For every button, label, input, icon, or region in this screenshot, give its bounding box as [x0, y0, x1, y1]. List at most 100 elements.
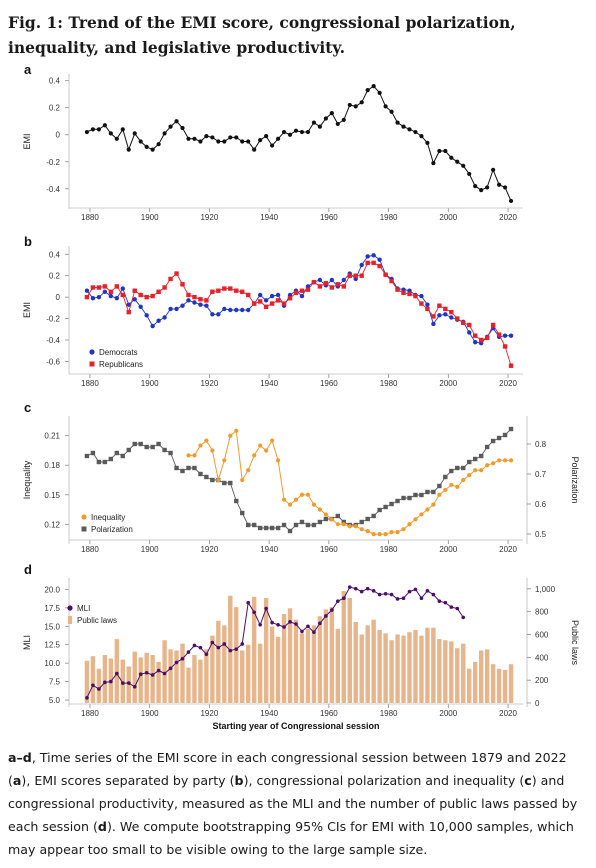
mli-point	[162, 671, 167, 676]
emi-point	[467, 171, 472, 177]
public-laws-bar	[222, 625, 227, 703]
public-laws-bar	[246, 644, 251, 703]
republicans-point	[84, 294, 90, 300]
polarization-point	[275, 525, 281, 531]
inequality-point	[264, 448, 269, 453]
polarization-point	[508, 426, 514, 432]
democrats-point	[228, 307, 233, 313]
inequality-point	[407, 522, 412, 527]
mli-point	[204, 652, 209, 657]
democrats-point	[222, 306, 227, 312]
public-laws-bar	[299, 633, 305, 703]
public-laws-bar	[425, 627, 430, 703]
mli-point	[276, 622, 280, 627]
mli-point	[270, 620, 274, 625]
emi-point	[162, 131, 167, 136]
republicans-point	[395, 287, 400, 292]
figure-caption: a–d, Time series of the EMI score in eac…	[8, 746, 590, 861]
public-laws-bar	[431, 627, 436, 703]
public-laws-bar	[263, 597, 269, 703]
polarization-point	[138, 441, 143, 447]
inequality-point	[395, 530, 400, 535]
polarization-point	[192, 465, 197, 471]
mli-point	[210, 640, 215, 645]
mli-point	[401, 596, 406, 601]
republicans-point	[413, 293, 418, 299]
mli-point	[359, 589, 364, 594]
y-tick-label: 15.0	[44, 622, 60, 631]
mli-point	[425, 589, 430, 593]
emi-point	[168, 124, 173, 129]
democrats-point	[359, 262, 364, 268]
democrats-point	[210, 312, 215, 317]
y2-tick-label: 1,000	[535, 585, 556, 594]
emi-point	[425, 140, 430, 145]
polarization-point	[490, 438, 496, 444]
x-tick-label: 2000	[439, 379, 457, 388]
democrats-point	[240, 307, 245, 313]
polarization-point	[198, 471, 203, 477]
republicans-point	[222, 286, 227, 291]
inequality-point	[216, 477, 221, 483]
mli-point	[258, 622, 262, 627]
y-tick-label: -0.2	[46, 158, 60, 167]
inequality-point	[371, 531, 376, 537]
polarization-point	[431, 489, 436, 495]
emi-point	[365, 88, 370, 93]
republicans-point	[287, 296, 293, 301]
public-laws-bar	[311, 625, 317, 703]
caption-panel-b-ref: b	[234, 773, 244, 788]
republicans-point	[180, 282, 185, 287]
emi-point	[252, 147, 257, 152]
polarization-point	[389, 501, 394, 507]
polarization-point	[180, 468, 185, 474]
public-laws-bar	[150, 655, 155, 703]
y2-tick-label: 0	[535, 699, 540, 708]
polarization-point	[126, 447, 131, 453]
democrats-point	[192, 300, 197, 305]
emi-point	[341, 117, 346, 122]
polarization-point	[222, 480, 227, 486]
public-laws-bar	[234, 607, 239, 703]
caption-text-1: , Time series of the EMI score in each c…	[8, 750, 567, 788]
mli-point	[156, 668, 161, 673]
democrats-point	[467, 330, 472, 335]
y2-tick-label: 0.5	[535, 530, 547, 539]
emi-point	[287, 132, 293, 137]
polarization-point	[293, 522, 299, 528]
polarization-point	[210, 477, 215, 483]
republicans-point	[251, 301, 257, 306]
x-tick-label: 2000	[439, 709, 457, 718]
polarization-point	[484, 444, 490, 450]
emi-point	[138, 139, 143, 144]
x-tick-label: 1920	[200, 213, 218, 222]
mli-point	[186, 650, 191, 654]
polarization-point	[174, 465, 179, 471]
inequality-point	[502, 458, 508, 463]
democrats-point	[425, 302, 430, 307]
republicans-point	[108, 289, 114, 294]
democrats-point	[269, 293, 275, 299]
public-laws-bar	[395, 634, 400, 703]
republicans-point	[401, 290, 406, 296]
republicans-point	[317, 284, 323, 289]
democrats-point	[96, 294, 102, 300]
x-tick-label: 1980	[380, 709, 398, 718]
emi-point	[508, 198, 514, 204]
democrats-point	[90, 296, 96, 301]
mli-point	[138, 672, 143, 677]
republicans-point	[377, 263, 382, 269]
inequality-point	[252, 453, 257, 458]
republicans-point	[257, 299, 263, 304]
x-tick-label: 1900	[141, 545, 159, 554]
public-laws-bar	[478, 650, 484, 703]
mli-point	[407, 589, 412, 594]
polarization-line	[86, 428, 512, 532]
mli-point	[443, 600, 448, 605]
public-laws-bar	[198, 659, 203, 703]
republicans-point	[449, 309, 454, 315]
emi-point	[132, 131, 137, 136]
public-laws-bar	[353, 621, 358, 703]
y-tick-label: -0.4	[46, 185, 60, 194]
y2-tick-label: 0.8	[535, 440, 547, 449]
